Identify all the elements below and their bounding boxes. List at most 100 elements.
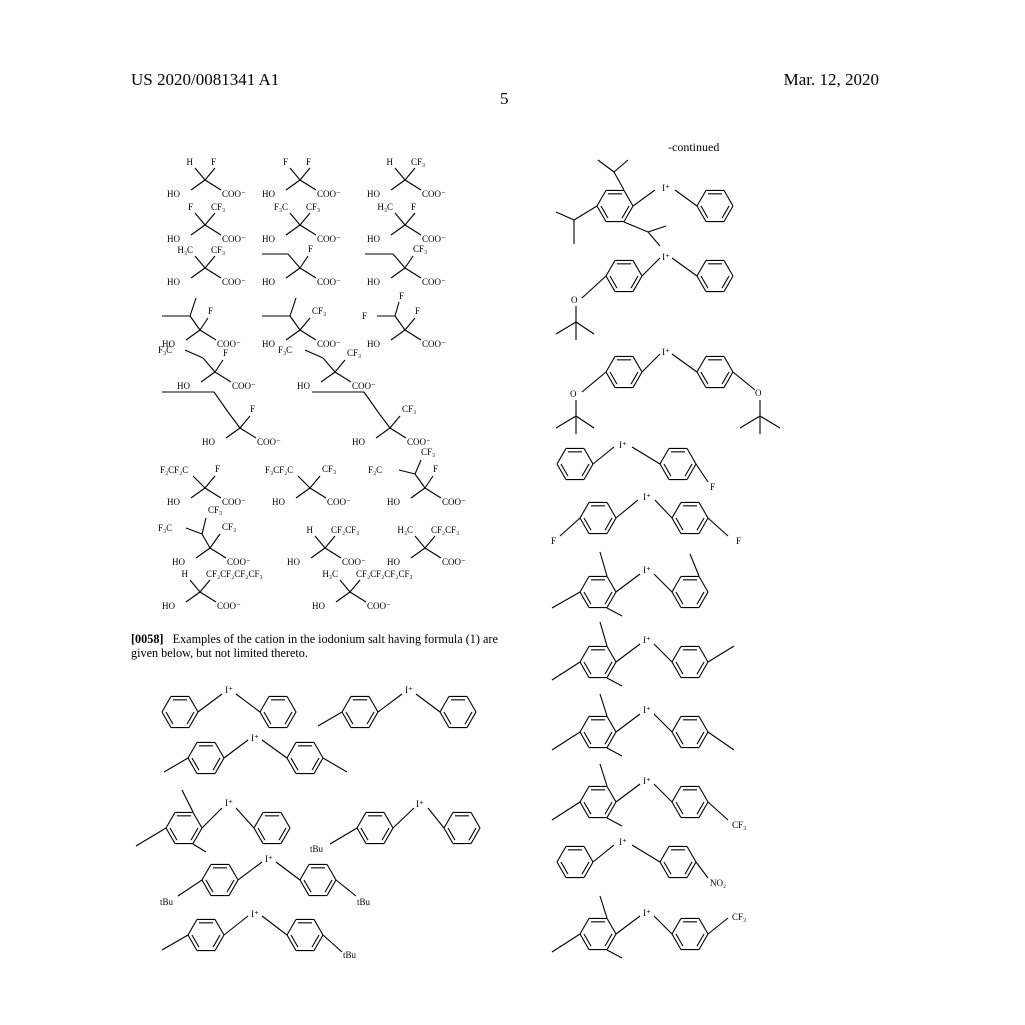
anion-structure: HO COO⁻ F bbox=[162, 391, 281, 447]
bond bbox=[204, 212, 216, 226]
bond bbox=[615, 915, 641, 935]
bond bbox=[447, 827, 456, 841]
iodonium-label: I⁺ bbox=[265, 854, 273, 864]
carboxylate-label: COO⁻ bbox=[367, 601, 391, 611]
bond bbox=[583, 933, 592, 947]
bond bbox=[439, 696, 450, 713]
bond bbox=[299, 212, 311, 226]
bond bbox=[259, 696, 270, 713]
bond bbox=[632, 275, 643, 292]
iodonium-label: I⁺ bbox=[405, 685, 413, 695]
hydroxyl-label: HO bbox=[297, 381, 310, 391]
substituent-label: CF₃ bbox=[347, 348, 361, 358]
bond bbox=[286, 919, 297, 936]
bond bbox=[191, 934, 200, 948]
substituent-label: CF₂CF₃ bbox=[331, 525, 359, 535]
bond bbox=[394, 315, 406, 331]
bond bbox=[723, 205, 734, 222]
bond bbox=[299, 329, 317, 341]
bond bbox=[214, 919, 225, 936]
substituent-label: H bbox=[387, 157, 394, 167]
bond bbox=[623, 221, 649, 233]
bond bbox=[696, 190, 707, 207]
anion-structure: HO COO⁻ F₃CF₂C F bbox=[160, 464, 246, 507]
bond bbox=[309, 475, 321, 489]
bond bbox=[684, 463, 693, 477]
bond bbox=[201, 807, 223, 829]
bond bbox=[443, 711, 452, 725]
bond bbox=[555, 211, 575, 221]
bond bbox=[299, 317, 311, 331]
cation-mesityl-trifluoromethylphenyl-iodonium: I⁺ CF₃ bbox=[551, 763, 746, 830]
carboxylate-label: COO⁻ bbox=[442, 557, 466, 567]
bond bbox=[698, 646, 709, 663]
bond bbox=[390, 224, 406, 236]
bond bbox=[583, 801, 592, 815]
substituent-label: F₃C bbox=[274, 202, 288, 212]
bond bbox=[202, 357, 216, 373]
bond bbox=[721, 371, 730, 385]
bond bbox=[721, 205, 730, 219]
bond bbox=[606, 576, 617, 593]
bond bbox=[135, 827, 167, 847]
cation-mesityl-phenyl-iodonium: I⁺ bbox=[135, 789, 291, 853]
bond bbox=[197, 693, 223, 713]
bond bbox=[383, 812, 394, 829]
bond bbox=[165, 827, 176, 844]
bond bbox=[313, 919, 324, 936]
iodonium-label: I⁺ bbox=[225, 685, 233, 695]
cation-mesityl-mtolyl-iodonium: I⁺ bbox=[551, 621, 735, 687]
bond bbox=[653, 643, 673, 663]
bond bbox=[631, 446, 661, 465]
bond bbox=[299, 224, 317, 236]
bond bbox=[189, 297, 197, 317]
bond bbox=[606, 502, 617, 519]
bond bbox=[696, 356, 707, 373]
bond bbox=[192, 827, 203, 844]
fluorine-label: F bbox=[710, 482, 715, 492]
substituent-label: CF₃ bbox=[208, 505, 222, 515]
bond bbox=[573, 205, 598, 221]
bond bbox=[410, 487, 426, 499]
substituent-label: CF₃ bbox=[402, 404, 416, 414]
paragraph-number: [0058] bbox=[131, 632, 164, 646]
bond bbox=[599, 693, 608, 717]
anion-structure: HO COO⁻ H₃C CF₂CF₂CF₂CF₃ bbox=[312, 569, 413, 611]
carboxylate-label: COO⁻ bbox=[442, 497, 466, 507]
hydroxyl-label: HO bbox=[262, 189, 275, 199]
bond bbox=[289, 315, 301, 331]
bond bbox=[579, 801, 590, 818]
bond bbox=[632, 260, 643, 277]
bond bbox=[707, 645, 735, 663]
substituent-label: F bbox=[211, 157, 216, 167]
bond bbox=[630, 371, 639, 385]
bond bbox=[285, 329, 301, 341]
bond bbox=[204, 167, 216, 181]
bond bbox=[390, 329, 406, 341]
bond bbox=[214, 371, 232, 383]
bond bbox=[621, 205, 630, 219]
bond bbox=[606, 949, 623, 959]
substituent-label: H bbox=[187, 157, 194, 167]
bond bbox=[723, 190, 734, 207]
bond bbox=[289, 167, 301, 181]
bond bbox=[227, 411, 241, 429]
bond bbox=[404, 224, 422, 236]
bond bbox=[556, 448, 567, 465]
bond bbox=[443, 812, 454, 829]
bond bbox=[285, 267, 301, 279]
substituent-label: CF₃ bbox=[211, 245, 225, 255]
bond bbox=[187, 742, 198, 759]
substituent-label: H₃C bbox=[377, 202, 393, 212]
bond bbox=[204, 255, 216, 269]
cation-tolyl-phenyl-iodonium: I⁺ bbox=[317, 685, 477, 729]
bond bbox=[468, 827, 477, 841]
bond bbox=[631, 844, 661, 863]
anion-structure: HO COO⁻ F CF₃ bbox=[167, 202, 246, 244]
bond bbox=[653, 783, 673, 803]
publication-date: Mar. 12, 2020 bbox=[783, 70, 879, 89]
substituent-label: CF₃ bbox=[322, 464, 336, 474]
substituent-label: CF₃ bbox=[421, 447, 435, 457]
bond bbox=[313, 934, 324, 951]
bond bbox=[696, 260, 707, 277]
